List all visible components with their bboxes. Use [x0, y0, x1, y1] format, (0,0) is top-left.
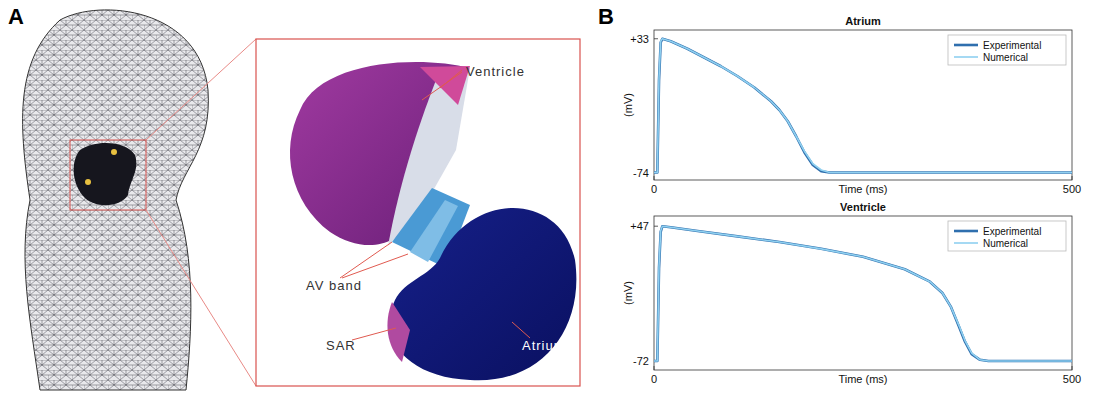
y-tick-label: -74: [633, 167, 649, 179]
chart: Atrium (mV) Time (ms) 0 500 -74 +33 Experimenta…: [622, 15, 1081, 195]
legend: ExperimentalNumerical: [948, 221, 1066, 251]
y-tick-label: -72: [633, 355, 649, 367]
x-tick-label: 500: [1063, 373, 1081, 385]
chart-title: Ventricle: [840, 201, 886, 213]
x-tick-label: 500: [1063, 183, 1081, 195]
leader-line: [342, 254, 408, 278]
region-label: Ventricle: [466, 64, 525, 79]
leader-line: [352, 328, 396, 340]
plot-area: [654, 226, 1072, 361]
region-label: AV band: [306, 278, 362, 293]
legend: ExperimentalNumerical: [948, 35, 1066, 65]
legend-swatch: [954, 230, 978, 233]
series-line: [654, 226, 1072, 361]
chart-title: Atrium: [845, 15, 881, 27]
plot-area: [654, 39, 1072, 173]
marker-dot: [111, 149, 117, 155]
legend-box: [948, 35, 1066, 65]
y-axis-title: (mV): [622, 93, 634, 117]
legend-box: [948, 221, 1066, 251]
zoom-line: [146, 210, 256, 386]
series-line: [654, 226, 1072, 361]
x-axis-title: Time (ms): [838, 183, 887, 195]
series-line: [654, 39, 1072, 173]
chart: Ventricle (mV) Time (ms) 0 500 -72 +47 Experime…: [622, 201, 1081, 385]
region-label: Atrium: [522, 338, 566, 353]
x-tick: [654, 366, 655, 370]
x-tick: [654, 176, 655, 180]
marker-dot: [85, 179, 91, 185]
legend-swatch: [954, 242, 978, 244]
legend-label: Experimental: [983, 40, 1041, 51]
y-tick-label: +47: [630, 220, 649, 232]
y-axis-title: (mV): [622, 281, 634, 305]
leader-line: [512, 322, 530, 338]
legend-swatch: [954, 56, 978, 58]
heart-hole: [74, 143, 137, 205]
leader-line: [340, 242, 392, 278]
legend-label: Numerical: [983, 52, 1028, 63]
region-label: SAR: [326, 338, 356, 353]
zoom-box: [256, 39, 580, 386]
x-axis-title: Time (ms): [838, 373, 887, 385]
legend-label: Numerical: [983, 238, 1028, 249]
x-tick-label: 0: [651, 373, 657, 385]
figure: Ventricle AV band SAR Atrium Atrium (mV) Time…: [0, 0, 1093, 394]
x-tick: [1072, 366, 1073, 370]
y-tick: [654, 38, 658, 39]
y-tick-label: +33: [630, 33, 649, 45]
y-tick: [654, 226, 658, 227]
series-line: [654, 39, 1072, 173]
sar-region: [387, 302, 410, 362]
ventricle-tip: [420, 66, 470, 105]
panel-label: B: [598, 4, 614, 29]
plot-frame: [654, 216, 1072, 370]
x-tick: [1072, 176, 1073, 180]
zoom-line: [146, 39, 256, 140]
atrium-region: [389, 208, 576, 380]
leader-line: [422, 72, 462, 100]
legend-label: Experimental: [983, 226, 1041, 237]
panel-label: A: [8, 4, 24, 29]
mesh-body: [23, 10, 209, 390]
x-tick-label: 0: [651, 183, 657, 195]
legend-swatch: [954, 44, 978, 47]
plot-frame: [654, 30, 1072, 180]
zoom-box-small: [70, 140, 146, 210]
